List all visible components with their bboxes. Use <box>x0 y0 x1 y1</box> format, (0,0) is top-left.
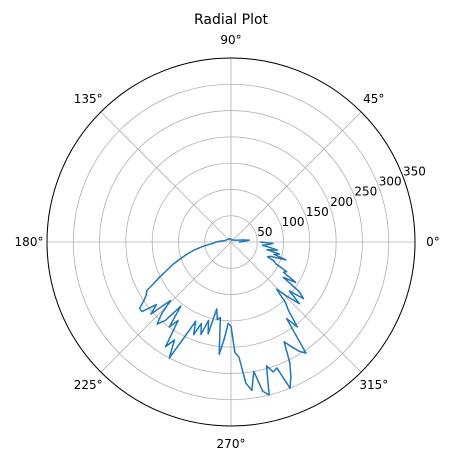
polar-frame <box>46 57 416 427</box>
polar-grid <box>46 57 416 427</box>
angle-tick-label-135: 135° <box>74 92 103 106</box>
series-line <box>138 238 307 396</box>
angle-tick-label-270: 270° <box>217 437 246 451</box>
radial-tick-label-150: 150 <box>306 205 329 219</box>
radial-tick-label-350: 350 <box>403 165 426 179</box>
angle-tick-label-225: 225° <box>74 378 103 392</box>
tick-labels: 0° 45° 90° 135° 180° 225° 270° 315° 50 1001502002… <box>15 33 440 451</box>
angle-tick-label-90: 90° <box>220 33 241 47</box>
radial-tick-label-250: 250 <box>354 185 377 199</box>
angle-gridline-135 <box>100 111 232 243</box>
angle-tick-label-315: 315° <box>359 378 388 392</box>
angle-tick-label-0: 0° <box>426 235 440 249</box>
angle-tick-label-180: 180° <box>15 235 44 249</box>
radial-tick-label-300: 300 <box>379 175 402 189</box>
radial-tick-label-200: 200 <box>330 195 353 209</box>
angle-gridline-45 <box>230 111 362 243</box>
chart-title: Radial Plot <box>194 12 269 28</box>
data-layer <box>138 238 307 396</box>
angle-gridline-315 <box>230 241 362 373</box>
radial-tick-label-100: 100 <box>282 215 305 229</box>
angle-tick-label-45: 45° <box>363 92 384 106</box>
radial-tick-label-50: 50 <box>257 225 272 239</box>
